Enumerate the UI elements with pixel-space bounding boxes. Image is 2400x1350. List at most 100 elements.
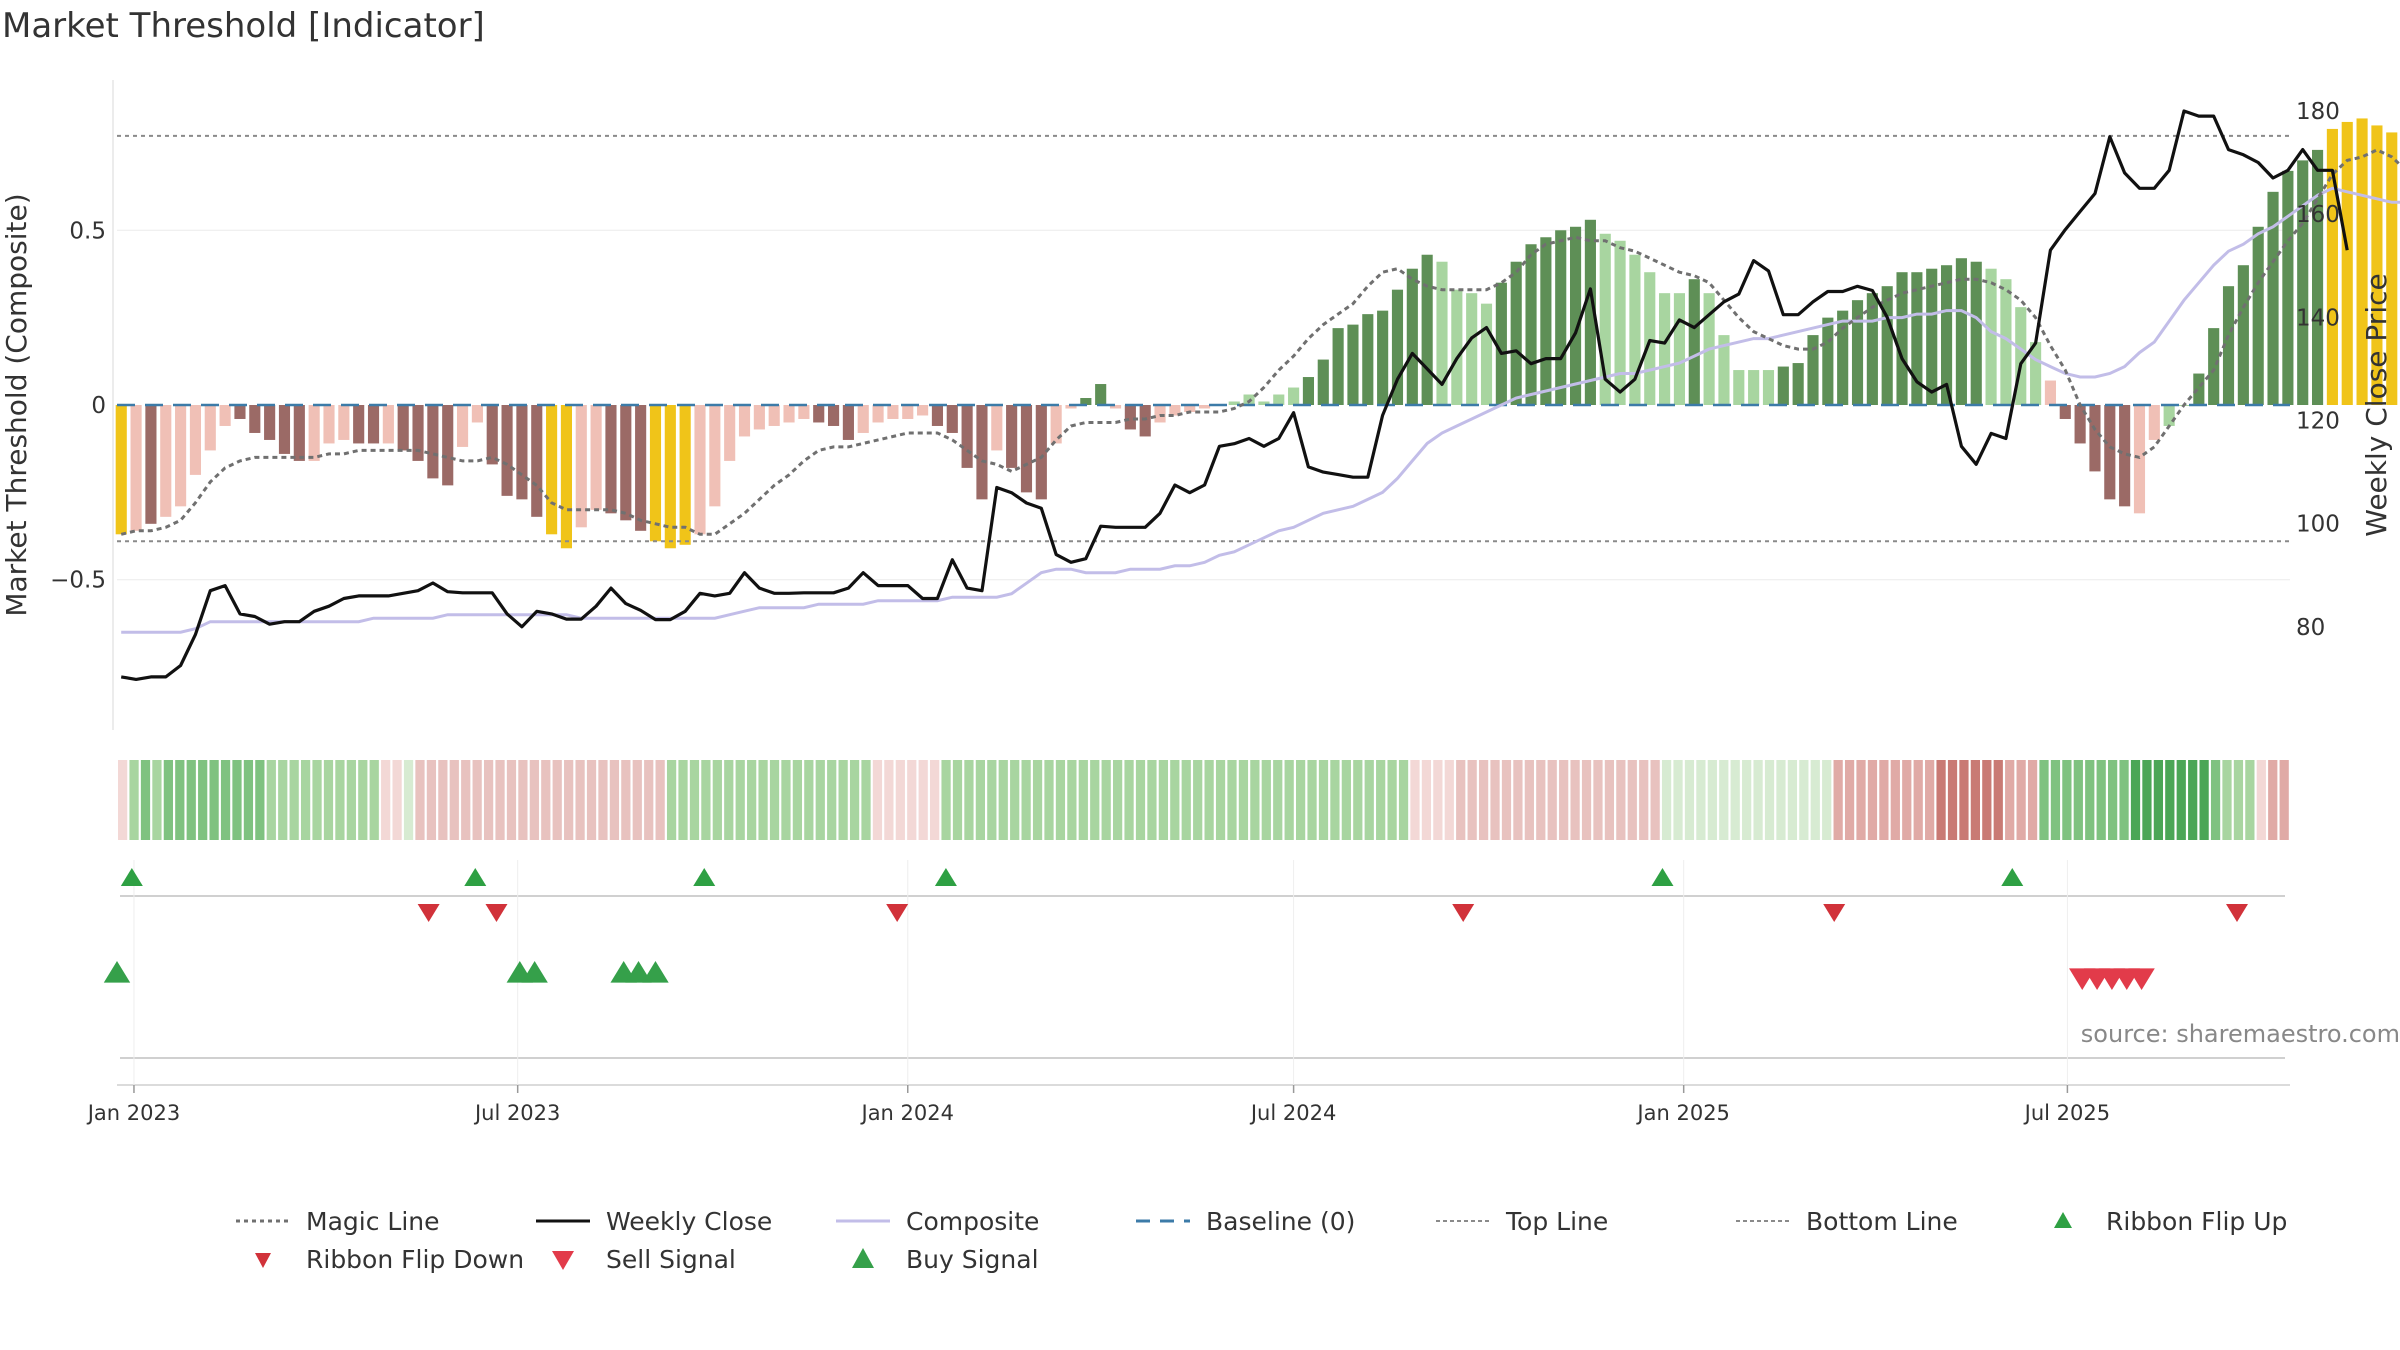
dashed-gray-legend-icon (1736, 1220, 1790, 1222)
composite-bar (486, 405, 498, 465)
x-tick-label: Jan 2023 (86, 1101, 181, 1125)
ribbon-cell (449, 760, 459, 840)
composite-bar (2267, 191, 2279, 405)
composite-bar (1095, 384, 1107, 405)
ribbon-cell (2176, 760, 2186, 840)
composite-bar (204, 405, 216, 451)
composite-bar (1065, 405, 1077, 409)
composite-bar (1866, 293, 1878, 405)
composite-bar (872, 405, 884, 423)
ribbon-cell (1513, 760, 1523, 840)
ribbon-cell (1227, 760, 1237, 840)
composite-bar (1184, 405, 1196, 412)
ribbon-cell (609, 760, 620, 840)
ribbon-cell (1627, 760, 1637, 840)
ribbon-cell (712, 760, 722, 840)
ribbon-cell (1673, 760, 1683, 840)
ribbon-flip-up-marker (464, 868, 487, 886)
composite-bar (2297, 160, 2309, 405)
composite-bar (1006, 405, 1018, 468)
composite-bar (471, 405, 483, 423)
composite-bar (1198, 405, 1211, 409)
ribbon-cell (1158, 760, 1168, 840)
composite-bar (516, 405, 528, 500)
x-tick-label: Jul 2024 (1249, 1101, 1336, 1125)
composite-bar (2386, 132, 2398, 405)
source-credit: source: sharemaestro.com (2080, 1020, 2400, 1048)
composite-bar (427, 405, 439, 479)
legend-item: Composite (830, 1202, 1130, 1240)
ribbon-cell (1055, 760, 1066, 840)
ribbon-cell (323, 760, 334, 840)
ribbon-cell (666, 760, 677, 840)
ribbon-cell (758, 760, 768, 840)
composite-bar (2341, 121, 2353, 405)
ribbon-cell (2245, 760, 2255, 840)
ribbon-cell (1879, 760, 1889, 840)
composite-bar (338, 405, 350, 440)
ribbon-cell (872, 760, 883, 840)
ribbon-cell (2222, 760, 2232, 840)
ribbon-cell (1570, 760, 1580, 840)
composite-bar (2015, 307, 2027, 405)
ribbon-cell (312, 760, 322, 840)
legend: Magic Line Weekly Close Composite Baseline … (230, 1202, 2390, 1278)
legend-label: Composite (906, 1206, 1040, 1236)
ribbon-cell (1170, 760, 1180, 840)
ribbon-cell (209, 760, 219, 840)
composite-bar (1733, 370, 1745, 405)
ribbon-cell (1730, 760, 1740, 840)
legend-item: Buy Signal (830, 1240, 1130, 1278)
ribbon-cell (1844, 760, 1855, 840)
composite-bar (1288, 387, 1300, 405)
ribbon-cell (1559, 760, 1569, 840)
composite-bar (1718, 335, 1730, 405)
composite-bar (2044, 380, 2057, 405)
ribbon-cell (1696, 760, 1706, 840)
composite-bar (1258, 401, 1270, 405)
ribbon-cell (2050, 760, 2061, 840)
ribbon-cell (849, 760, 860, 840)
ribbon-flip-down-marker (1823, 904, 1846, 922)
y-right-tick-label: 100 (2296, 512, 2340, 538)
ribbon-cell (1147, 760, 1157, 840)
buy-signal-marker (521, 961, 548, 983)
ribbon-cell (1250, 760, 1260, 840)
composite-bar (1050, 405, 1062, 444)
composite-bar (1792, 363, 1804, 405)
ribbon-cell (2199, 760, 2209, 840)
composite-bar (1777, 366, 1789, 405)
y-left-tick-label: −0.5 (50, 568, 106, 594)
ribbon-cell (689, 760, 700, 840)
legend-label: Sell Signal (606, 1244, 736, 1274)
composite-bar (249, 405, 261, 433)
composite-bar (2311, 149, 2324, 405)
legend-label: Top Line (1506, 1206, 1609, 1236)
ribbon-cell (895, 760, 905, 840)
composite-bar (234, 405, 246, 419)
ribbon-cell (472, 760, 482, 840)
ribbon-cell (1341, 760, 1351, 840)
composite-bar (323, 405, 335, 444)
ribbon-cell (2268, 760, 2278, 840)
ribbon-cell (163, 760, 173, 840)
composite-bar (115, 405, 127, 535)
composite-bar (1466, 293, 1478, 405)
ribbon-cell (1833, 760, 1843, 840)
ribbon-cell (1376, 760, 1386, 840)
ribbon-cell (392, 760, 402, 840)
ribbon-cell (1387, 760, 1397, 840)
composite-bar (1124, 405, 1136, 430)
composite-bar (442, 405, 454, 486)
ribbon-cell (1490, 760, 1500, 840)
ribbon-cell (2005, 760, 2015, 840)
ribbon-cell (2039, 760, 2049, 840)
ribbon-cell (1604, 760, 1615, 840)
ribbon-cell (632, 760, 642, 840)
composite-bar (1584, 219, 1596, 405)
ribbon-flip-up-marker (693, 868, 716, 886)
ribbon-cell (255, 760, 265, 840)
ribbon-cell (815, 760, 825, 840)
dashed-gray-legend-icon (1436, 1220, 1490, 1222)
ribbon-cell (678, 760, 688, 840)
